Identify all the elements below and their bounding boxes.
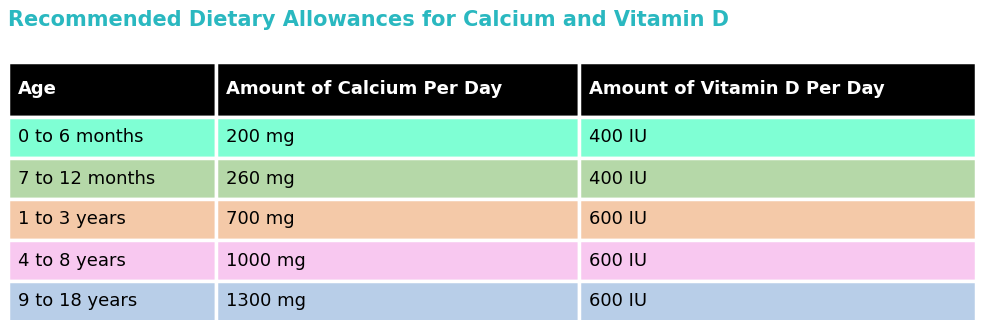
Text: Recommended Dietary Allowances for Calcium and Vitamin D: Recommended Dietary Allowances for Calci… bbox=[8, 10, 729, 30]
Polygon shape bbox=[8, 240, 216, 281]
Text: 4 to 8 years: 4 to 8 years bbox=[18, 252, 126, 269]
Polygon shape bbox=[580, 240, 976, 281]
Polygon shape bbox=[8, 199, 216, 240]
Text: 400 IU: 400 IU bbox=[589, 129, 647, 147]
Text: 600 IU: 600 IU bbox=[589, 292, 647, 310]
Text: 9 to 18 years: 9 to 18 years bbox=[18, 292, 137, 310]
Polygon shape bbox=[8, 62, 216, 117]
Polygon shape bbox=[8, 158, 216, 199]
Polygon shape bbox=[580, 117, 976, 158]
Text: 260 mg: 260 mg bbox=[226, 170, 295, 188]
Polygon shape bbox=[216, 281, 580, 320]
Polygon shape bbox=[216, 158, 580, 199]
Polygon shape bbox=[580, 199, 976, 240]
Text: 400 IU: 400 IU bbox=[589, 170, 647, 188]
Polygon shape bbox=[216, 199, 580, 240]
Polygon shape bbox=[580, 62, 976, 117]
Text: 1 to 3 years: 1 to 3 years bbox=[18, 211, 126, 228]
Polygon shape bbox=[216, 117, 580, 158]
Text: 1300 mg: 1300 mg bbox=[226, 292, 306, 310]
Text: 0 to 6 months: 0 to 6 months bbox=[18, 129, 144, 147]
Polygon shape bbox=[580, 281, 976, 320]
Polygon shape bbox=[8, 117, 216, 158]
Text: 600 IU: 600 IU bbox=[589, 252, 647, 269]
Text: Amount of Calcium Per Day: Amount of Calcium Per Day bbox=[226, 81, 503, 99]
Text: 600 IU: 600 IU bbox=[589, 211, 647, 228]
Text: 1000 mg: 1000 mg bbox=[226, 252, 306, 269]
Text: Age: Age bbox=[18, 81, 57, 99]
Text: 700 mg: 700 mg bbox=[226, 211, 295, 228]
Polygon shape bbox=[8, 281, 216, 320]
Text: 7 to 12 months: 7 to 12 months bbox=[18, 170, 155, 188]
Text: Amount of Vitamin D Per Day: Amount of Vitamin D Per Day bbox=[589, 81, 885, 99]
Polygon shape bbox=[216, 62, 580, 117]
Text: 200 mg: 200 mg bbox=[226, 129, 295, 147]
Polygon shape bbox=[216, 240, 580, 281]
Polygon shape bbox=[580, 158, 976, 199]
